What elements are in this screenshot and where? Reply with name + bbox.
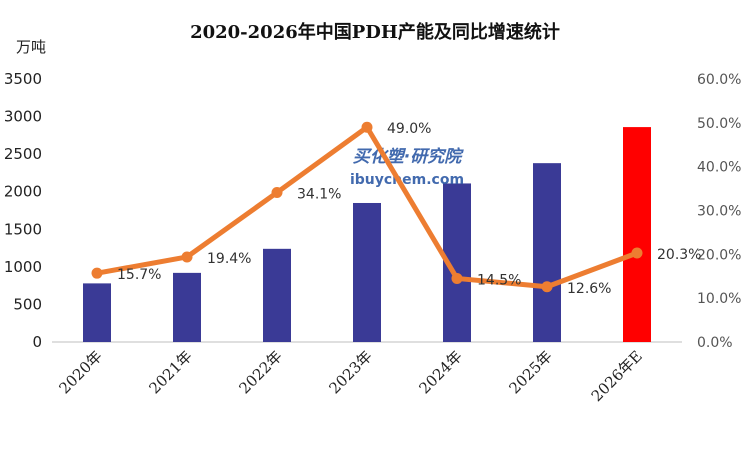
growth-data-label: 12.6% bbox=[567, 281, 611, 297]
bar bbox=[623, 127, 651, 342]
growth-point bbox=[451, 272, 463, 284]
bar bbox=[533, 163, 561, 342]
y-tick-label: 0 bbox=[32, 333, 42, 351]
y-tick-label: 2500 bbox=[4, 145, 42, 163]
y-tick-label: 1500 bbox=[4, 220, 42, 238]
y2-tick-label: 50.0% bbox=[697, 116, 741, 132]
x-tick-label: 2020年 bbox=[55, 347, 105, 397]
x-tick-label: 2021年 bbox=[145, 347, 195, 397]
growth-data-label: 14.5% bbox=[477, 272, 521, 288]
growth-data-label: 49.0% bbox=[387, 121, 431, 137]
y2-tick-label: 10.0% bbox=[697, 291, 741, 307]
y-tick-label: 1000 bbox=[4, 258, 42, 276]
growth-data-label: 20.3% bbox=[657, 247, 701, 263]
growth-data-label: 15.7% bbox=[117, 267, 161, 283]
growth-point bbox=[91, 267, 103, 279]
growth-point bbox=[361, 121, 373, 133]
chart-title: 2020-2026年中国PDH产能及同比增速统计 bbox=[190, 22, 560, 43]
growth-point bbox=[631, 247, 643, 259]
y-tick-label: 3500 bbox=[4, 70, 42, 88]
y2-tick-label: 20.0% bbox=[697, 247, 741, 263]
growth-data-label: 19.4% bbox=[207, 251, 251, 267]
y2-tick-label: 30.0% bbox=[697, 204, 741, 220]
y-tick-label: 500 bbox=[13, 295, 42, 313]
x-tick-label: 2024年 bbox=[415, 347, 465, 397]
growth-data-label: 34.1% bbox=[297, 187, 341, 203]
y-tick-label: 3000 bbox=[4, 108, 42, 126]
y2-tick-label: 40.0% bbox=[697, 160, 741, 176]
x-tick-label: 2025年 bbox=[505, 347, 555, 397]
growth-point bbox=[181, 251, 193, 263]
bar bbox=[353, 202, 381, 342]
x-tick-label: 2023年 bbox=[325, 347, 375, 397]
bar bbox=[173, 272, 201, 342]
growth-point bbox=[271, 187, 283, 199]
y-tick-label: 2000 bbox=[4, 183, 42, 201]
x-tick-label: 2022年 bbox=[235, 347, 285, 397]
bar bbox=[263, 248, 291, 342]
y2-tick-label: 0.0% bbox=[697, 335, 733, 351]
growth-point bbox=[541, 281, 553, 293]
y-axis-label: 万吨 bbox=[16, 38, 47, 56]
watermark-en: ibuychem.com bbox=[350, 172, 464, 188]
x-tick-label: 2026年E bbox=[588, 347, 646, 405]
watermark-cn: 买化塑·研究院 bbox=[353, 147, 464, 167]
y2-tick-label: 60.0% bbox=[697, 72, 741, 88]
bar bbox=[83, 283, 111, 342]
